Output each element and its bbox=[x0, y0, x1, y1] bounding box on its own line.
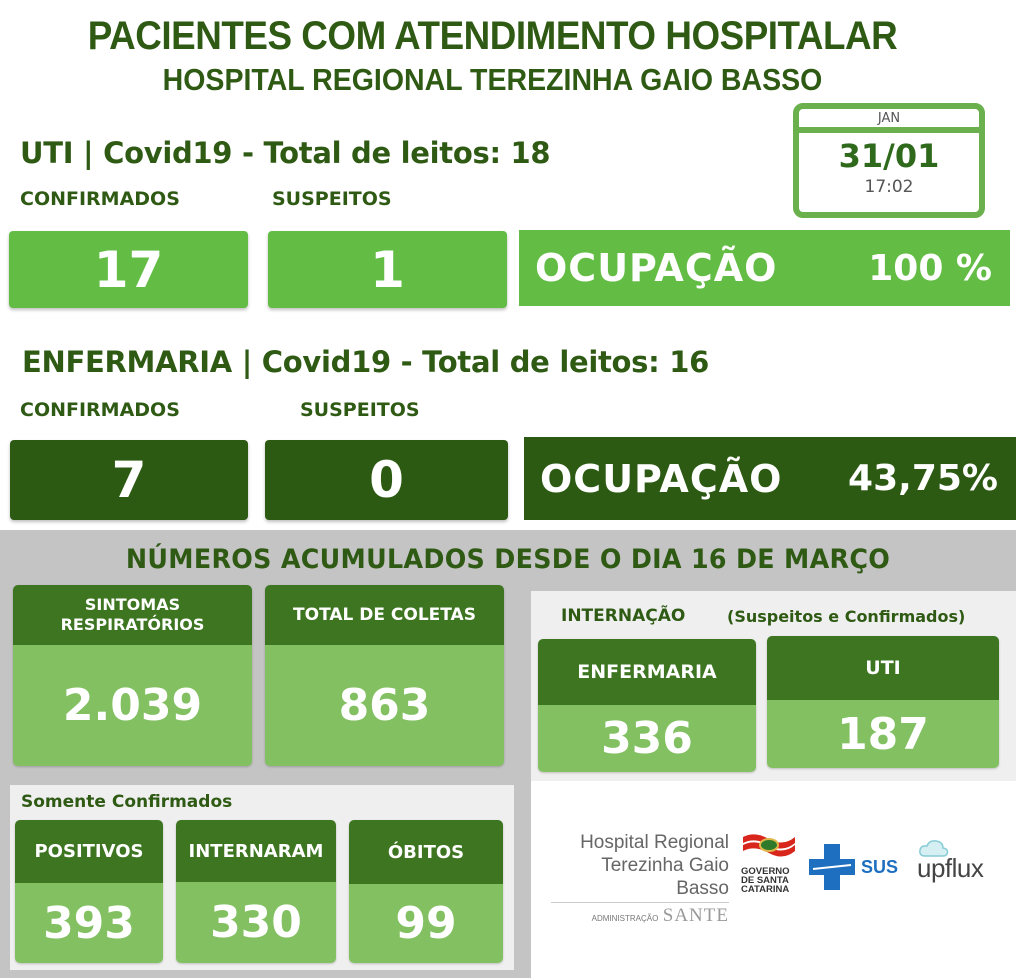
enfermaria-occupancy-box: OCUPAÇÃO 43,75% bbox=[524, 437, 1016, 520]
positivos-value: 393 bbox=[43, 897, 135, 949]
internacao-enfermaria-card: ENFERMARIA 336 bbox=[538, 639, 756, 772]
enfermaria-occupancy-label: OCUPAÇÃO bbox=[540, 456, 783, 501]
sintomas-card: SINTOMAS RESPIRATÓRIOS 2.039 bbox=[13, 585, 252, 766]
uti-occupancy-label: OCUPAÇÃO bbox=[535, 246, 778, 290]
date-day: 31/01 bbox=[838, 137, 940, 175]
internaram-label: INTERNARAM bbox=[188, 840, 324, 862]
uti-suspected-label: SUSPEITOS bbox=[272, 188, 392, 210]
upflux-logo: upflux bbox=[917, 839, 984, 884]
coletas-value: 863 bbox=[338, 680, 431, 731]
positivos-label: POSITIVOS bbox=[34, 841, 144, 862]
internacao-enfermaria-value: 336 bbox=[601, 713, 693, 764]
coletas-card: TOTAL DE COLETAS 863 bbox=[265, 585, 504, 766]
internacao-subtitle: (Suspeitos e Confirmados) bbox=[727, 607, 966, 626]
hospital-logo: Hospital Regional Terezinha Gaio Basso A… bbox=[551, 831, 729, 927]
santa-catarina-logo: GOVERNO DE SANTA CATARINA bbox=[741, 831, 801, 894]
uti-suspected-value: 1 bbox=[370, 240, 405, 299]
coletas-label: TOTAL DE COLETAS bbox=[293, 605, 476, 625]
date-time: 17:02 bbox=[864, 177, 914, 197]
enfermaria-suspected-value: 0 bbox=[369, 451, 404, 509]
internacao-panel: INTERNAÇÃO (Suspeitos e Confirmados) ENF… bbox=[531, 591, 1016, 781]
date-badge: JAN 31/01 17:02 bbox=[793, 103, 985, 218]
date-month: JAN bbox=[799, 109, 979, 133]
enfermaria-confirmed-box: 7 bbox=[10, 440, 248, 520]
santa-catarina-flag-icon bbox=[743, 834, 795, 857]
internacao-uti-card: UTI 187 bbox=[767, 636, 999, 768]
uti-confirmed-label: CONFIRMADOS bbox=[20, 188, 180, 210]
sintomas-value: 2.039 bbox=[62, 680, 203, 731]
hospital-name: HOSPITAL REGIONAL TEREZINHA GAIO BASSO bbox=[162, 62, 823, 97]
uti-confirmed-value: 17 bbox=[93, 240, 164, 299]
enfermaria-occupancy-value: 43,75% bbox=[848, 458, 998, 499]
accumulated-title: NÚMEROS ACUMULADOS DESDE O DIA 16 DE MAR… bbox=[125, 544, 891, 575]
enfermaria-suspected-label: SUSPEITOS bbox=[300, 399, 420, 421]
sintomas-label-line2: RESPIRATÓRIOS bbox=[60, 615, 205, 634]
sus-logo: SUS bbox=[809, 844, 898, 890]
medical-cross-icon bbox=[809, 844, 855, 890]
positivos-card: POSITIVOS 393 bbox=[15, 820, 163, 963]
obitos-card: ÓBITOS 99 bbox=[349, 820, 503, 963]
obitos-label: ÓBITOS bbox=[387, 841, 465, 863]
internacao-uti-label: UTI bbox=[865, 657, 901, 679]
internacao-enfermaria-label: ENFERMARIA bbox=[577, 661, 717, 683]
enfermaria-confirmed-value: 7 bbox=[111, 451, 147, 509]
cloud-icon bbox=[919, 840, 949, 857]
internacao-uti-value: 187 bbox=[837, 708, 929, 760]
obitos-value: 99 bbox=[395, 898, 457, 949]
sintomas-label-line1: SINTOMAS bbox=[84, 595, 181, 614]
internacao-title: INTERNAÇÃO bbox=[561, 606, 686, 626]
uti-occupancy-value: 100 % bbox=[868, 247, 992, 289]
internaram-card: INTERNARAM 330 bbox=[176, 820, 336, 963]
page-title: PACIENTES COM ATENDIMENTO HOSPITALAR bbox=[87, 14, 898, 58]
uti-occupancy-box: OCUPAÇÃO 100 % bbox=[519, 230, 1010, 306]
uti-suspected-box: 1 bbox=[268, 231, 507, 308]
internaram-value: 330 bbox=[210, 897, 302, 948]
confirmados-title: Somente Confirmados bbox=[21, 792, 233, 812]
enfermaria-confirmed-label: CONFIRMADOS bbox=[20, 399, 180, 421]
enfermaria-title: ENFERMARIA | Covid19 - Total de leitos: … bbox=[22, 345, 709, 379]
uti-title: UTI | Covid19 - Total de leitos: 18 bbox=[20, 136, 551, 170]
logos-area: Hospital Regional Terezinha Gaio Basso A… bbox=[531, 781, 1016, 978]
enfermaria-suspected-box: 0 bbox=[265, 440, 508, 520]
uti-confirmed-box: 17 bbox=[9, 231, 248, 308]
confirmados-panel: Somente Confirmados POSITIVOS 393 INTERN… bbox=[10, 785, 514, 970]
